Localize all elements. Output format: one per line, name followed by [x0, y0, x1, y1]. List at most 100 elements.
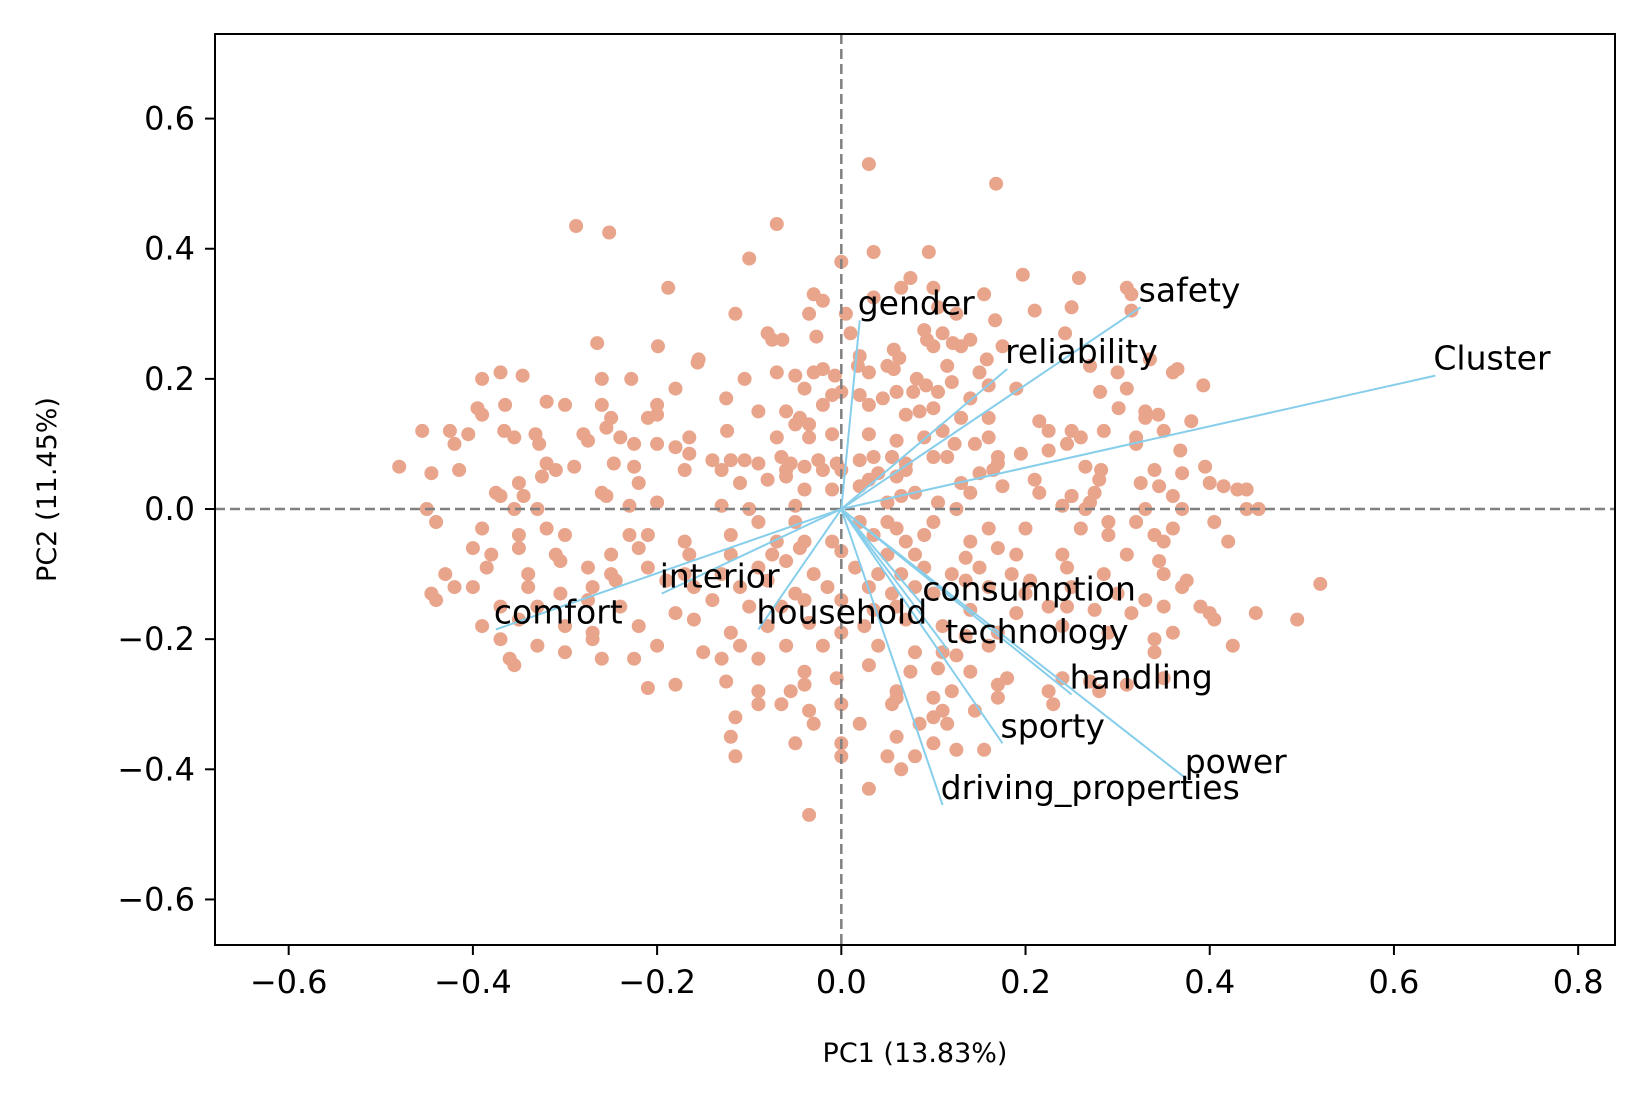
score-point: [834, 593, 849, 608]
y-tick-label: 0.6: [144, 100, 195, 138]
score-point: [760, 472, 775, 487]
score-point: [852, 453, 867, 468]
score-point: [788, 498, 803, 513]
score-point: [958, 573, 973, 588]
score-point: [765, 332, 780, 347]
loading-label-consumption: consumption: [922, 570, 1136, 609]
score-point: [424, 466, 439, 481]
y-tick-label: −0.6: [117, 880, 195, 918]
score-point: [553, 586, 568, 601]
score-point: [1041, 443, 1056, 458]
score-point: [415, 423, 430, 438]
score-point: [507, 502, 522, 516]
score-point: [958, 550, 973, 565]
score-point: [917, 323, 932, 338]
loading-vector-safety: [840, 306, 1142, 510]
score-point: [820, 580, 835, 595]
score-point: [493, 599, 508, 614]
score-point: [723, 528, 738, 542]
score-point: [926, 586, 941, 601]
score-point: [861, 397, 876, 412]
score-point: [792, 541, 807, 556]
score-point: [696, 645, 711, 660]
loading-vector-interior: [661, 508, 842, 595]
score-point: [1092, 472, 1107, 487]
score-point: [972, 365, 987, 380]
score-point: [1101, 528, 1116, 542]
score-point: [981, 580, 996, 595]
score-point: [1152, 554, 1167, 569]
score-point: [1173, 443, 1188, 458]
score-point: [848, 560, 863, 575]
score-point: [511, 541, 526, 556]
score-point: [567, 459, 582, 474]
score-point: [594, 371, 609, 386]
x-axis-ticks: −0.6 −0.4 −0.2 0.0 0.2 0.4 0.6 0.8: [250, 945, 1604, 1001]
score-point: [640, 681, 655, 695]
score-point: [1032, 414, 1047, 429]
score-point: [590, 336, 605, 351]
loading-vector-consumption: [840, 508, 925, 608]
score-point: [594, 651, 609, 666]
score-point: [931, 300, 945, 315]
score-point: [788, 368, 803, 383]
score-point: [516, 489, 531, 503]
score-point: [1165, 489, 1180, 503]
score-point: [479, 560, 494, 575]
score-point: [1111, 401, 1126, 416]
score-point: [769, 365, 784, 380]
score-point: [1175, 466, 1190, 481]
score-point: [622, 528, 637, 542]
score-point: [1156, 423, 1171, 438]
loading-label-sporty: sporty: [1001, 706, 1105, 745]
score-point: [1071, 271, 1086, 285]
score-point: [861, 365, 876, 380]
score-point: [558, 619, 572, 634]
score-point: [1156, 534, 1171, 549]
score-point: [1087, 602, 1102, 617]
x-tick-label: 0.8: [1553, 963, 1604, 1001]
score-point: [728, 749, 743, 764]
score-point: [921, 245, 936, 259]
score-point: [1165, 625, 1180, 640]
score-point: [1015, 267, 1030, 282]
score-point: [797, 381, 812, 396]
score-point: [802, 703, 817, 718]
score-point: [990, 456, 1005, 471]
score-point: [627, 436, 642, 451]
score-point: [1018, 521, 1033, 536]
score-point: [1198, 459, 1213, 474]
score-point: [1060, 560, 1074, 575]
score-point: [947, 436, 962, 451]
score-point: [624, 371, 639, 386]
score-point: [775, 332, 790, 347]
score-point: [963, 534, 978, 549]
score-point: [908, 749, 922, 764]
score-point: [797, 593, 812, 608]
score-point: [631, 541, 646, 556]
score-point: [1165, 521, 1180, 536]
score-point: [535, 469, 549, 484]
loading-label-comfort: comfort: [494, 592, 623, 631]
score-point: [926, 339, 941, 354]
score-point: [602, 225, 617, 240]
score-point: [954, 410, 969, 425]
score-point: [967, 436, 982, 451]
score-point: [802, 615, 817, 630]
score-point: [613, 599, 628, 614]
score-point: [802, 807, 817, 822]
score-point: [1133, 476, 1148, 490]
score-point: [815, 463, 830, 477]
score-point: [898, 534, 913, 549]
score-point: [585, 632, 600, 647]
score-point: [1073, 430, 1088, 445]
score-point: [498, 397, 513, 412]
score-point: [1055, 498, 1070, 513]
score-point: [581, 560, 595, 575]
score-point: [1083, 358, 1097, 373]
score-point: [1124, 287, 1139, 302]
score-point: [885, 450, 899, 464]
score-point: [926, 690, 941, 705]
score-point: [493, 365, 508, 380]
